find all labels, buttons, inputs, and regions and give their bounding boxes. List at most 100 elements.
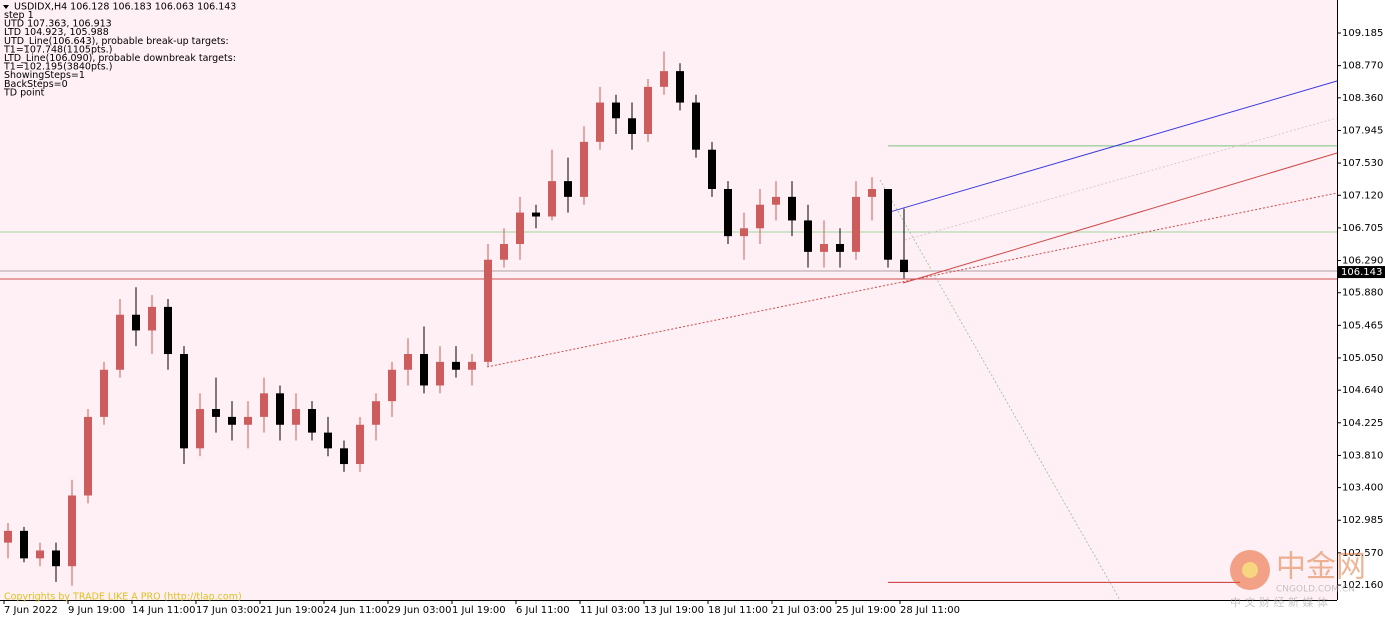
x-tick-label: 6 Jul 11:00: [516, 605, 570, 616]
candle-body: [212, 409, 220, 417]
candle-body: [548, 181, 556, 217]
x-tick-label: 24 Jun 11:00: [324, 605, 388, 616]
candle-body: [852, 196, 860, 252]
candle-body: [52, 550, 60, 567]
x-tick-label: 14 Jun 11:00: [132, 605, 196, 616]
y-tick-label: 107.945: [1342, 125, 1383, 136]
x-tick-label: 1 Jul 19:00: [452, 605, 506, 616]
candle-body: [772, 196, 780, 205]
candle-body: [260, 393, 268, 417]
y-tick-label: 106.705: [1342, 223, 1383, 234]
candle-body: [836, 244, 844, 252]
trend-line: [486, 192, 1338, 368]
candle-body: [500, 244, 508, 260]
y-tick-label: 104.640: [1342, 385, 1383, 396]
trend-line: [889, 80, 1338, 213]
candle-body: [564, 181, 572, 197]
candle-body: [628, 118, 636, 134]
watermark-logo: 中金网: [1276, 550, 1366, 585]
x-tick-label: 9 Jun 19:00: [68, 605, 125, 616]
candle-body: [452, 361, 460, 370]
y-tick-label: 105.880: [1342, 288, 1383, 299]
candle-body: [756, 204, 764, 229]
info-line: ShowingSteps=1: [4, 70, 85, 81]
candle-body: [692, 102, 700, 150]
trend-line: [902, 152, 1338, 284]
y-tick-label: 107.120: [1342, 190, 1383, 201]
trend-line: [904, 117, 1338, 241]
candle-body: [484, 259, 492, 362]
candle-body: [308, 409, 316, 433]
y-tick-label: 104.225: [1342, 418, 1383, 429]
candle-body: [356, 424, 364, 465]
candle-body: [388, 369, 396, 402]
candle-body: [148, 306, 156, 331]
candle-body: [244, 416, 252, 425]
candle-body: [420, 354, 428, 386]
trend-line: [879, 179, 1121, 601]
candle-body: [340, 448, 348, 465]
candle-body: [724, 188, 732, 237]
candle-body: [884, 188, 892, 260]
y-tick-label: 108.770: [1342, 61, 1383, 72]
y-tick-label: 105.050: [1342, 353, 1383, 364]
candle-body: [580, 141, 588, 197]
candle-body: [436, 361, 444, 386]
candle-body: [228, 416, 236, 425]
x-tick-label: 28 Jul 11:00: [900, 605, 960, 616]
y-tick-label: 108.360: [1342, 93, 1383, 104]
candle-body: [100, 369, 108, 417]
info-line: UTD 107.363, 106.913: [4, 19, 112, 30]
menu-triangle: [3, 5, 9, 9]
copyright: Copyrights by TRADE LIKE A PRO (http://t…: [4, 592, 242, 603]
candle-body: [324, 432, 332, 449]
candle-body: [676, 71, 684, 103]
info-line: T1=107.748(1105pts.): [3, 44, 112, 55]
x-tick-label: 13 Jul 19:00: [644, 605, 704, 616]
y-tick-label: 102.985: [1342, 515, 1383, 526]
candle-body: [868, 188, 876, 197]
candle-body: [164, 306, 172, 355]
candle-body: [612, 102, 620, 119]
candle-body: [596, 102, 604, 142]
candle-body: [116, 314, 124, 370]
x-tick-label: 29 Jun 03:00: [388, 605, 452, 616]
info-line: T1=102.195(3840pts.): [3, 62, 112, 73]
candle-body: [644, 86, 652, 134]
y-tick-label: 103.400: [1342, 483, 1383, 494]
candle-body: [516, 212, 524, 245]
candle-body: [708, 149, 716, 189]
price-tag-label: 106.143: [1341, 267, 1382, 278]
candle-body: [132, 314, 140, 331]
y-tick-label: 106.290: [1342, 256, 1383, 267]
candle-body: [292, 409, 300, 425]
y-tick-label: 105.465: [1342, 320, 1383, 331]
candle-body: [804, 220, 812, 252]
candle-body: [468, 361, 476, 370]
x-tick-label: 18 Jul 11:00: [708, 605, 768, 616]
x-tick-label: 21 Jul 03:00: [772, 605, 832, 616]
watermark-site: CNGOLD.COM.CN: [1276, 585, 1355, 595]
watermark-slogan: 中 文 财 经 新 媒 体: [1230, 595, 1328, 609]
y-tick-label: 107.530: [1342, 158, 1383, 169]
candle-body: [84, 416, 92, 496]
x-tick-label: 7 Jun 2022: [4, 605, 58, 616]
info-header: USDIDX,H4 106.128 106.183 106.063 106.14…: [14, 2, 236, 13]
plot-area: [0, 0, 1337, 600]
candle-body: [372, 401, 380, 425]
candle-body: [788, 196, 796, 221]
price-tag: [1338, 266, 1385, 279]
candle-body: [660, 71, 668, 87]
info-line: TD point: [3, 87, 45, 98]
y-tick-label: 109.185: [1342, 28, 1383, 39]
candle-body: [404, 354, 412, 370]
watermark: 中金网 CNGOLD.COM.CN 中 文 财 经 新 媒 体: [1230, 550, 1366, 609]
info-line: LTD 104.923, 105.988: [4, 27, 109, 38]
candle-body: [532, 212, 540, 217]
x-tick-label: 11 Jul 03:00: [580, 605, 640, 616]
info-line: BackSteps=0: [4, 79, 68, 90]
candle-body: [68, 495, 76, 567]
candle-body: [820, 244, 828, 252]
info-line: step 1: [4, 10, 34, 21]
